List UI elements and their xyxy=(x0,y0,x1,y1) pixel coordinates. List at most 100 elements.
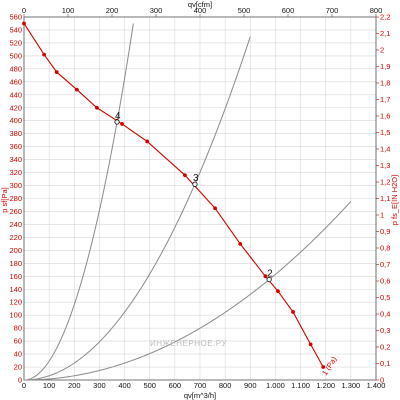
y-right-tick-label: 0,9 xyxy=(380,227,390,236)
y-right-axis-title: p fs_E[IN H2O] xyxy=(390,175,399,225)
fan-curve-point xyxy=(183,173,187,178)
y-right-tick-label: 1,6 xyxy=(380,112,390,121)
x-top-tick-label: 600 xyxy=(282,6,295,15)
y-right-tick-label: 1,5 xyxy=(380,128,390,137)
y-left-tick-label: 80 xyxy=(14,324,22,333)
y-left-axis-title: p sf[Pa] xyxy=(0,187,9,212)
y-left-tick-label: 520 xyxy=(9,38,22,47)
y-right-tick-label: 1,3 xyxy=(380,161,390,170)
y-left-tick-label: 420 xyxy=(9,103,22,112)
y-left-tick-label: 540 xyxy=(9,25,22,34)
operating-point-marker xyxy=(114,119,120,125)
x-top-tick-label: 300 xyxy=(150,6,163,15)
y-right-tick-label: 2,2 xyxy=(380,13,390,22)
fan-curve-point xyxy=(145,139,150,144)
y-right-tick-label: 1,9 xyxy=(380,62,390,71)
x-top-tick-label: 700 xyxy=(326,6,339,15)
y-left-tick-label: 260 xyxy=(9,207,22,216)
y-left-tick-label: 280 xyxy=(9,194,22,203)
y-right-tick-label: 0,1 xyxy=(380,359,390,368)
x-bottom-tick-label: 200 xyxy=(68,381,81,390)
operating-point-marker xyxy=(192,181,198,187)
x-bottom-tick-label: 0 xyxy=(22,381,26,390)
operating-point-label: 2 xyxy=(267,269,273,280)
y-left-tick-label: 40 xyxy=(14,350,22,359)
y-left-tick-label: 440 xyxy=(9,90,22,99)
x-top-tick-label: 400 xyxy=(194,6,207,15)
operating-point-label: 3 xyxy=(193,173,199,184)
y-right-tick-label: 1 xyxy=(380,211,384,220)
y-right-tick-label: 0 xyxy=(380,376,384,385)
x-bottom-tick-label: 1.100 xyxy=(291,381,310,390)
fan-curve-point xyxy=(213,206,217,211)
x-bottom-tick-label: 500 xyxy=(143,381,156,390)
grid xyxy=(23,16,377,381)
operating-point-marker xyxy=(266,276,272,283)
y-right-tick-label: 0,7 xyxy=(380,260,390,269)
y-right-tick-label: 0,8 xyxy=(380,244,390,253)
y-left-tick-label: 400 xyxy=(9,116,22,125)
y-left-tick-label: 320 xyxy=(9,168,22,177)
y-left-tick-label: 340 xyxy=(9,155,22,164)
y-left-tick-label: 480 xyxy=(9,64,22,73)
system-curve xyxy=(24,201,352,381)
y-left-tick-label: 160 xyxy=(9,272,22,281)
y-left-tick-label: 100 xyxy=(9,311,22,320)
fan-curve-point xyxy=(42,52,47,57)
x-bottom-axis-title: qv[m^3/h] xyxy=(184,391,216,400)
operating-points: 4 3 2 xyxy=(114,111,273,283)
y-left-tick-label: 0 xyxy=(18,376,22,385)
y-right-tick-label: 0,6 xyxy=(380,277,390,286)
y-left-tick-label: 500 xyxy=(9,51,22,60)
system-curves xyxy=(23,23,352,381)
fan-curve-line xyxy=(23,23,324,368)
watermark: ИНЖЕНЕРНОЕ.РУ xyxy=(150,339,227,348)
x-bottom-tick-label: 1.200 xyxy=(316,381,335,390)
y-right-tick-label: 0,2 xyxy=(380,343,390,352)
y-left-tick-label: 120 xyxy=(9,298,22,307)
fan-curve-point xyxy=(321,365,326,369)
y-right-tick-label: 1,1 xyxy=(380,194,390,203)
y-left-tick-label: 180 xyxy=(9,259,22,268)
y-left-tick-label: 360 xyxy=(9,142,22,151)
x-top-tick-label: 200 xyxy=(106,6,119,15)
x-bottom-tick-label: 1.300 xyxy=(341,381,360,390)
y-right-tick-label: 1,7 xyxy=(380,95,390,104)
y-left-tick-label: 200 xyxy=(9,246,22,255)
y-right-tick-label: 1,2 xyxy=(380,178,390,187)
x-top-axis-title: qv[cfm] xyxy=(188,0,212,9)
y-left-tick-label: 220 xyxy=(9,233,22,242)
x-bottom-tick-label: 900 xyxy=(244,381,257,390)
y-right-tick-label: 0,3 xyxy=(380,326,390,335)
x-top-tick-label: 500 xyxy=(238,6,251,15)
x-bottom-tick-label: 1.000 xyxy=(266,381,285,390)
y-left-tick-label: 300 xyxy=(9,181,22,190)
x-bottom-tick-label: 300 xyxy=(93,381,106,390)
y-left-tick-label: 560 xyxy=(9,13,22,22)
operating-point-label: 4 xyxy=(115,111,121,122)
x-bottom-tick-label: 100 xyxy=(43,381,56,390)
y-left-tick-label: 240 xyxy=(9,220,22,229)
x-top-tick-label: 800 xyxy=(370,6,383,15)
fan-curve-point xyxy=(308,342,313,347)
x-top-tick-label: 0 xyxy=(22,6,26,15)
fan-curve-point xyxy=(276,289,280,294)
x-bottom-tick-label: 400 xyxy=(118,381,131,390)
x-bottom-tick-label: 700 xyxy=(194,381,207,390)
y-right-tick-label: 2,1 xyxy=(380,29,390,38)
y-left-tick-label: 60 xyxy=(14,337,22,346)
system-curve xyxy=(23,23,134,381)
y-left-tick-label: 140 xyxy=(9,285,22,294)
x-bottom-tick-label: 1.400 xyxy=(367,381,386,390)
fan-curve-point xyxy=(120,122,124,126)
fan-curve-point xyxy=(238,241,243,246)
y-right-tick-label: 1,8 xyxy=(380,79,390,88)
y-left-tick-label: 20 xyxy=(14,363,22,372)
fan-curve-point xyxy=(54,70,59,74)
fan-curve-point xyxy=(263,274,268,279)
fan-curve-point xyxy=(95,105,99,110)
y-right-tick-label: 0,5 xyxy=(380,293,390,302)
y-right-tick-label: 2 xyxy=(380,46,384,55)
axes: 0 100 200 300 400 500 600 700 800 900 1.000 1.100 1.… xyxy=(9,6,390,390)
